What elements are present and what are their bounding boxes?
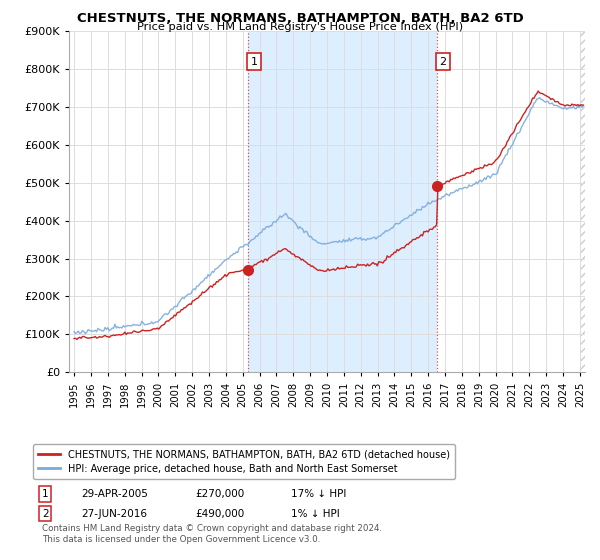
Text: £270,000: £270,000 — [195, 489, 244, 499]
Text: 1% ↓ HPI: 1% ↓ HPI — [291, 508, 340, 519]
Bar — [248, 31, 437, 372]
Text: 29-APR-2005: 29-APR-2005 — [81, 489, 148, 499]
Text: 2: 2 — [42, 508, 49, 519]
Text: 2: 2 — [439, 57, 446, 67]
Text: 17% ↓ HPI: 17% ↓ HPI — [291, 489, 346, 499]
Text: 27-JUN-2016: 27-JUN-2016 — [81, 508, 147, 519]
Text: Contains HM Land Registry data © Crown copyright and database right 2024.
This d: Contains HM Land Registry data © Crown c… — [42, 524, 382, 544]
Text: 1: 1 — [251, 57, 257, 67]
Text: CHESTNUTS, THE NORMANS, BATHAMPTON, BATH, BA2 6TD: CHESTNUTS, THE NORMANS, BATHAMPTON, BATH… — [77, 12, 523, 25]
Text: 1: 1 — [42, 489, 49, 499]
Legend: CHESTNUTS, THE NORMANS, BATHAMPTON, BATH, BA2 6TD (detached house), HPI: Average: CHESTNUTS, THE NORMANS, BATHAMPTON, BATH… — [32, 444, 455, 479]
Text: Price paid vs. HM Land Registry's House Price Index (HPI): Price paid vs. HM Land Registry's House … — [137, 22, 463, 32]
Text: £490,000: £490,000 — [195, 508, 244, 519]
Bar — [580, 31, 593, 372]
